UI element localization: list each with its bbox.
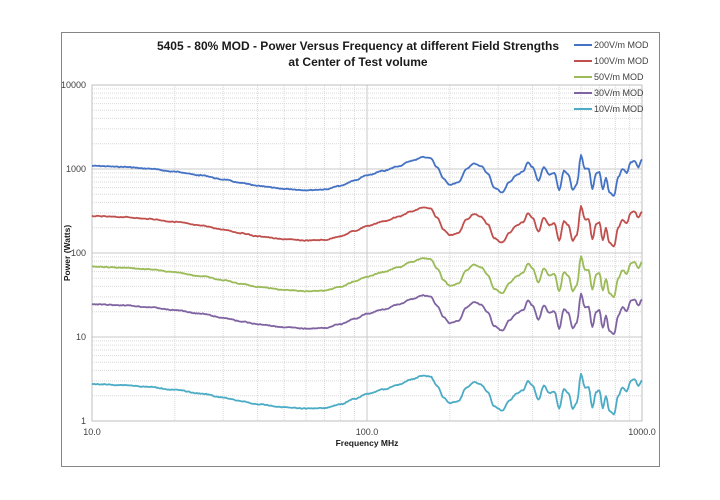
legend-item: 10V/m MOD <box>574 104 644 114</box>
series-line-10v-m-mod <box>91 372 643 416</box>
legend-item: 30V/m MOD <box>574 88 644 98</box>
x-tick-label: 1000.0 <box>628 427 656 437</box>
y-axis-title: Power (Watts) <box>62 225 72 282</box>
y-tick-label: 1000 <box>66 164 86 174</box>
legend-label: 30V/m MOD <box>594 88 644 98</box>
legend-label: 50V/m MOD <box>594 72 644 82</box>
legend-label: 10V/m MOD <box>594 104 644 114</box>
y-tick-label: 100 <box>71 248 86 258</box>
y-tick-label: 10000 <box>61 80 86 90</box>
chart-title: 5405 - 80% MOD - Power Versus Frequency … <box>157 39 559 53</box>
series-line-100v-m-mod <box>91 205 643 248</box>
chart-area <box>61 32 660 467</box>
x-tick-label: 10.0 <box>83 427 101 437</box>
chart-subtitle: at Center of Test volume <box>288 55 427 69</box>
legend-item: 200V/m MOD <box>574 40 649 50</box>
x-tick-label: 100.0 <box>356 427 379 437</box>
plot-area <box>91 84 643 422</box>
gridlines <box>92 85 642 421</box>
legend-item: 100V/m MOD <box>574 56 649 66</box>
legend-label: 100V/m MOD <box>594 56 649 66</box>
series-line-30v-m-mod <box>91 292 643 335</box>
x-axis-title: Frequency MHz <box>336 438 399 448</box>
y-tick-label: 10 <box>76 332 86 342</box>
tick-labels: 10.0 100.0 1000.0 1 10 100 1000 10000 <box>61 80 656 437</box>
series-line-200v-m-mod <box>91 154 643 197</box>
legend-item: 50V/m MOD <box>574 72 644 82</box>
legend: 200V/m MOD 100V/m MOD 50V/m MOD 30V/m MOD 10… <box>574 40 649 114</box>
legend-label: 200V/m MOD <box>594 40 649 50</box>
y-tick-label: 1 <box>81 416 86 426</box>
series-layer <box>91 154 643 416</box>
series-line-50v-m-mod <box>91 255 643 299</box>
